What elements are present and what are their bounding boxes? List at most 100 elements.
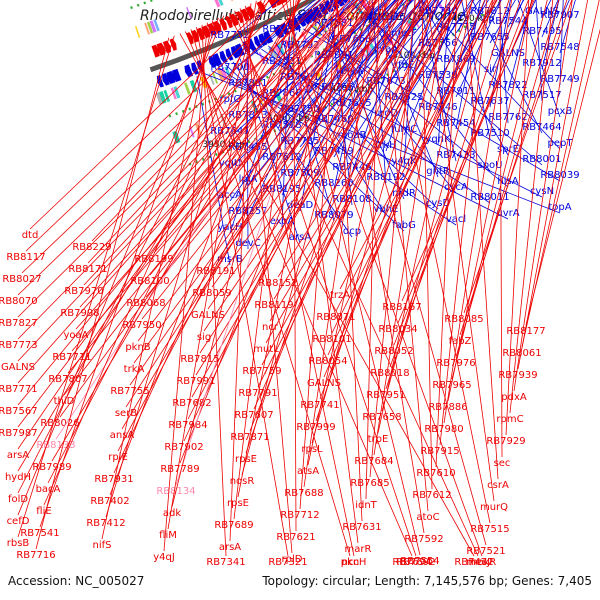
reverse-gene-label: RB7791 (238, 388, 277, 399)
forward-leader-line (559, 0, 564, 86)
reverse-gene-label: moxR (468, 557, 496, 568)
forward-gene-label: RB7907 (540, 10, 579, 21)
forward-gene-label: RB8192 (366, 172, 405, 183)
forward-gene-label: RB8001 (522, 154, 561, 165)
forward-gene-label: cysN (530, 186, 554, 197)
reverse-leader-line (201, 24, 227, 557)
reverse-leader-line (141, 0, 398, 320)
reverse-gene-arrow (186, 32, 194, 45)
reverse-leader-line (336, 0, 363, 522)
reverse-gene-label: RB7980 (424, 424, 463, 435)
reverse-gene-label: RB7759 (242, 366, 281, 377)
forward-gene-label: RB7446 (332, 162, 371, 173)
reverse-gene-label: RB7631 (342, 522, 381, 533)
reverse-leader-line (426, 0, 495, 502)
reverse-gene-label: RB7472 (454, 557, 493, 568)
reverse-leader-line (335, 0, 498, 312)
reverse-gene-label: nccH (342, 557, 367, 568)
reverse-gene-label: rbsB (7, 538, 30, 549)
kbp-tick-label: 4000 kbp (267, 114, 310, 124)
forward-gene-label: RB7663 (332, 34, 371, 45)
reverse-gene-label: ncr (262, 322, 279, 333)
reverse-leader-line (249, 0, 422, 432)
forward-gene-label: nrdR (392, 188, 416, 199)
feature-block (186, 6, 192, 19)
reverse-leader-line (465, 0, 499, 480)
reverse-gene-label: RB7771 (0, 384, 38, 395)
reverse-leader-line (29, 0, 271, 230)
forward-gene-label: exoA (270, 216, 295, 227)
reverse-leader-line (17, 0, 340, 318)
reverse-gene-label: fliM (159, 530, 177, 541)
reverse-gene-label: RB7950 (122, 320, 161, 331)
forward-leader-line (333, 0, 426, 158)
forward-gene-label: sir (484, 64, 497, 75)
reverse-leader-line (369, 0, 416, 478)
reverse-gene-label: RB7682 (172, 398, 211, 409)
forward-gene-arrow (172, 68, 182, 82)
forward-leader-line (418, 0, 457, 162)
reverse-gene-label: ansA (110, 430, 135, 441)
reverse-gene-label: RB8152 (258, 278, 297, 289)
feature-block (184, 82, 191, 95)
forward-leader-line (455, 0, 498, 66)
forward-gene-label: RB7530 (418, 70, 457, 81)
reverse-gene-label: RB7827 (0, 318, 38, 329)
reverse-gene-label: RB7612 (412, 490, 451, 501)
reverse-leader-line (455, 0, 560, 358)
forward-gene-label: RB7673 (366, 76, 405, 87)
reverse-gene-label: adk (163, 508, 181, 519)
reverse-leader-line (167, 0, 257, 530)
forward-gene-label: devC (235, 238, 260, 249)
feature-block (273, 44, 282, 57)
forward-gene-label: RB8079 (314, 210, 353, 221)
reverse-gene-label: atsA (297, 466, 319, 477)
forward-gene-label: RB8108 (332, 194, 371, 205)
feature-block (153, 19, 160, 32)
forward-gene-arrow (191, 62, 199, 75)
feature-block (149, 20, 157, 33)
reverse-gene-arrow (212, 20, 222, 34)
feature-block (368, 42, 378, 55)
reverse-leader-line (335, 0, 425, 534)
reverse-gene-label: RB7915 (420, 446, 459, 457)
reverse-leader-line (17, 0, 359, 384)
reverse-leader-line (253, 0, 440, 410)
forward-gene-label: RB7655 (470, 32, 509, 43)
reverse-leader-line (334, 0, 487, 546)
reverse-gene-label: RB8167 (382, 302, 421, 313)
reverse-leader-line (125, 0, 392, 408)
forward-gene-label: RB7822 (488, 80, 527, 91)
reverse-gene-label: cefD (7, 516, 30, 527)
reverse-leader-line (21, 0, 309, 274)
reverse-gene-label: RB7521 (466, 546, 505, 557)
reverse-gene-arrow (268, 0, 277, 9)
reverse-leader-line (269, 0, 463, 322)
reverse-gene-label: RB8061 (502, 348, 541, 359)
forward-leader-line (229, 0, 321, 74)
reverse-gene-label: pdxA (501, 392, 527, 403)
reverse-leader-line (17, 0, 344, 428)
reverse-leader-line (17, 0, 270, 494)
reverse-leader-line (133, 0, 404, 364)
reverse-leader-line (25, 0, 291, 252)
reverse-gene-label: RB8117 (6, 252, 45, 263)
reverse-gene-label: marR (345, 544, 372, 555)
reverse-gene-label: rpmC (496, 414, 523, 425)
reverse-gene-arrow (240, 8, 250, 22)
forward-gene-label: RB7756 (418, 38, 457, 49)
feature-block (144, 22, 151, 35)
reverse-leader-line (385, 0, 510, 390)
reverse-leader-line (43, 0, 266, 506)
feature-block (214, 0, 221, 8)
reverse-leader-line (365, 0, 380, 500)
forward-gene-label: RB8195 (262, 184, 301, 195)
reverse-leader-line (163, 22, 208, 552)
reverse-leader-line (521, 0, 600, 348)
reverse-gene-arrow (274, 0, 283, 7)
reverse-leader-line (63, 0, 374, 396)
reverse-gene-label: RB7567 (0, 406, 38, 417)
forward-gene-label: msrB (217, 254, 243, 265)
reverse-gene-label: RB7321 (268, 557, 307, 568)
forward-gene-label: RB7495 (522, 26, 561, 37)
